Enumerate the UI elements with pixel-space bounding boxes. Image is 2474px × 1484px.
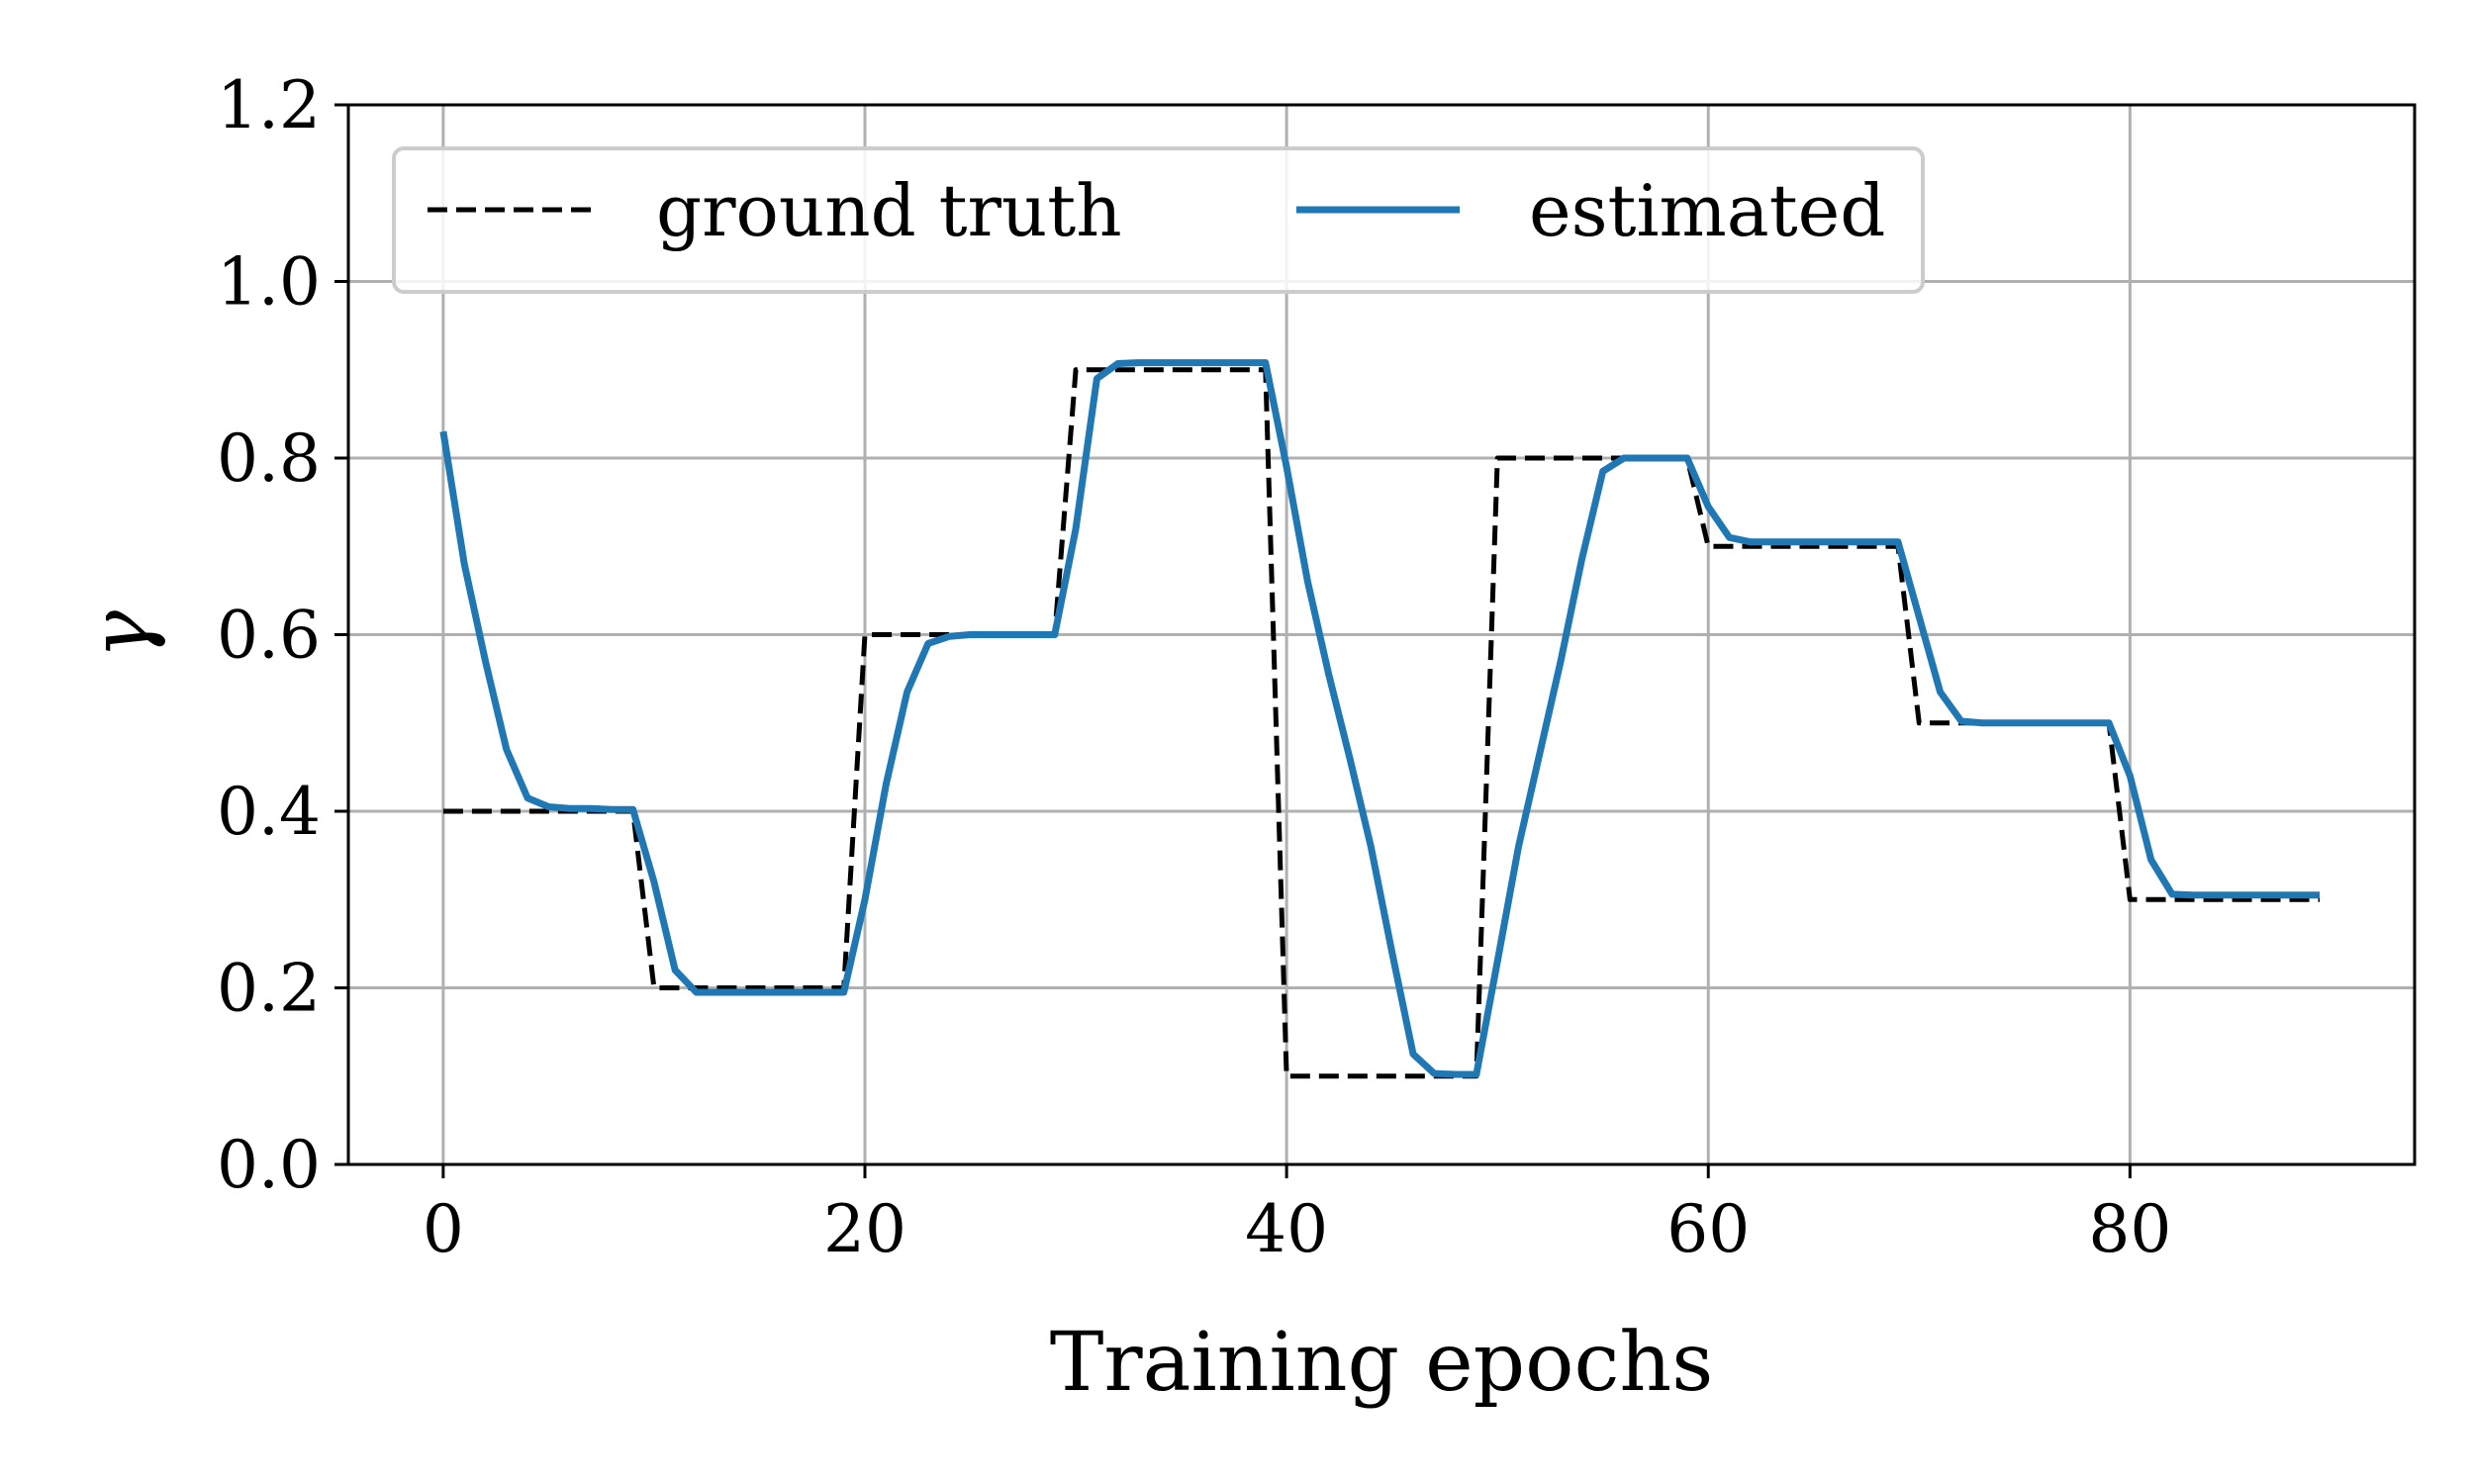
legend-label-estimated: estimated <box>1529 169 1885 252</box>
series-layer <box>439 359 2321 1079</box>
legend: ground truth estimated <box>392 146 1925 294</box>
legend-label-ground-truth: ground truth <box>656 169 1122 252</box>
x-tick-label: 80 <box>2088 1191 2171 1267</box>
x-tick-label: 60 <box>1666 1191 1750 1267</box>
y-tick-label: 1.0 <box>217 244 321 321</box>
y-tick-label: 0.2 <box>217 951 321 1027</box>
series-line-estimated <box>439 359 2321 1078</box>
x-tick-label: 40 <box>1245 1191 1328 1267</box>
axis-ticks: 0 20 40 60 80 0.0 0.2 0.4 0.6 0.8 1.0 1.2 <box>217 67 2171 1267</box>
x-tick-label: 20 <box>823 1191 906 1267</box>
y-axis-title: γ <box>74 609 168 659</box>
x-axis-title: Training epochs <box>1050 1316 1714 1410</box>
y-tick-label: 0.8 <box>217 420 321 497</box>
y-tick-label: 0.0 <box>217 1127 321 1203</box>
legend-box <box>392 146 1925 294</box>
y-tick-label: 0.4 <box>217 774 321 850</box>
x-tick-label: 0 <box>423 1191 464 1267</box>
y-tick-label: 1.2 <box>217 67 321 143</box>
series-line-ground-truth <box>442 367 2321 1079</box>
y-tick-label: 0.6 <box>217 598 321 674</box>
